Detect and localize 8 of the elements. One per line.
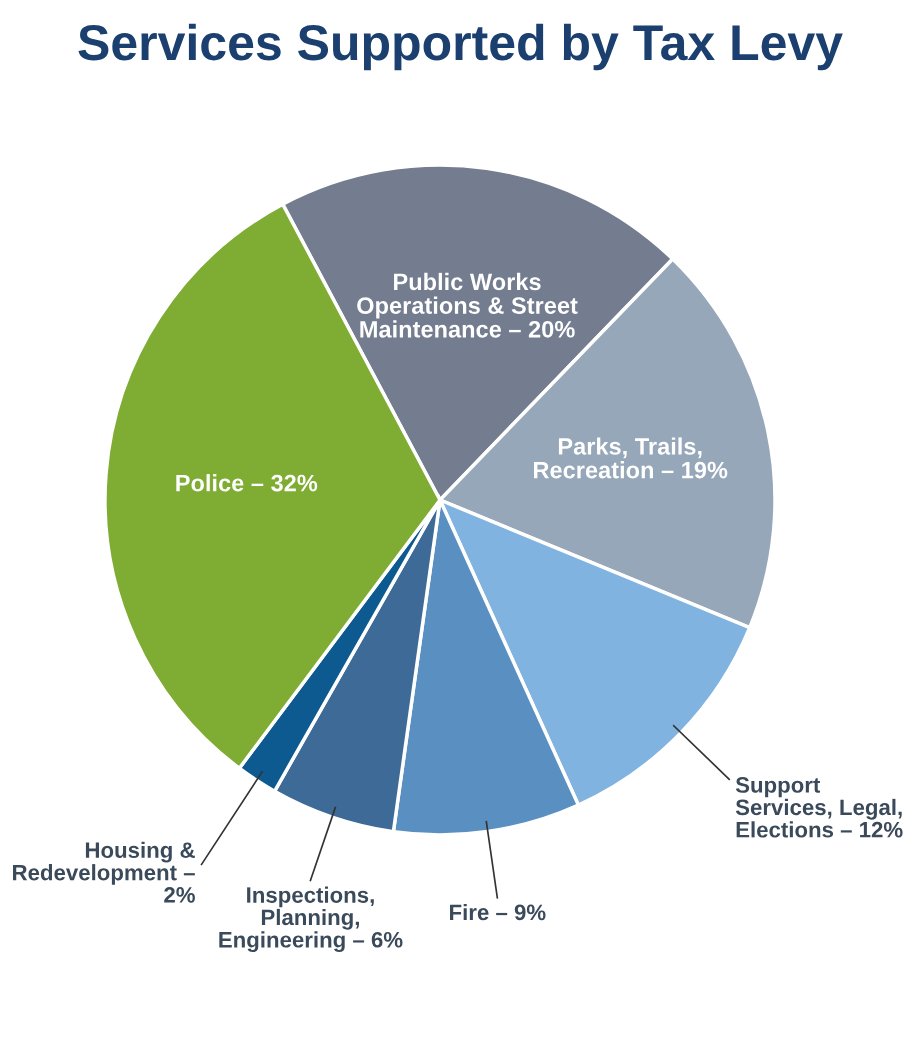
- chart-title: Services Supported by Tax Levy: [78, 23, 843, 71]
- slice-label: Inspections, Planning, Engineering – 6%: [219, 886, 403, 953]
- slice-label: Fire – 9%: [450, 903, 546, 921]
- slice-label: Support Services, Legal, Elections – 12%: [735, 777, 903, 838]
- slice-label: Public Works Operations & Street Maintenance – 20%: [357, 272, 578, 338]
- slice-label: Parks, Trails, Recreation – 19%: [534, 437, 728, 479]
- slice-label: Housing & Redevelopment – 2%: [13, 841, 195, 903]
- slice-label: Police – 32%: [176, 474, 318, 492]
